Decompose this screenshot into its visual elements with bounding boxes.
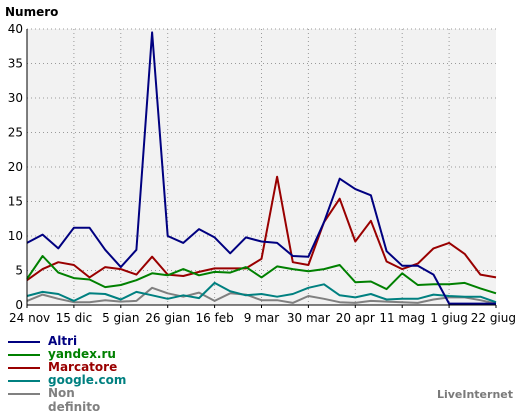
series-line (26, 281, 497, 304)
legend-label: Altri (48, 334, 78, 348)
x-tick-label: 30 mar (287, 311, 330, 325)
plot-area (27, 29, 496, 305)
y-tick-label: 15 (8, 195, 23, 209)
series-line (26, 255, 497, 295)
branding-label: LiveInternet (436, 388, 513, 401)
x-tick-label: 1 giug (430, 311, 468, 325)
legend-swatch (8, 341, 40, 343)
y-tick-label: 5 (15, 264, 23, 278)
chart: 0 5 10 15 20 25 30 35 40 24 nov 15 dic 5 gian 26 gia… (5, 5, 516, 325)
series-line (26, 31, 496, 305)
x-tick-label: 20 apr (336, 311, 375, 325)
y-tick-label: 25 (8, 126, 23, 140)
y-tick-label: 0 (15, 298, 23, 312)
legend-label: google.com (48, 373, 127, 387)
x-tick-label: 16 feb (195, 311, 233, 325)
y-axis-title: Numero (5, 5, 58, 19)
y-tick-label: 20 (8, 160, 23, 174)
legend-label: Non definito (48, 386, 101, 414)
series-line (26, 175, 497, 282)
y-tick-label: 30 (8, 91, 23, 105)
legend-label: Marcatore (48, 360, 118, 374)
x-tick-label: 22 giug (471, 311, 516, 325)
legend-swatch (8, 354, 40, 356)
legend-label: yandex.ru (48, 347, 116, 361)
x-tick-label: 26 gian (145, 311, 190, 325)
chart-svg: 0 5 10 15 20 25 30 35 40 24 nov 15 dic 5 gian 26 gia… (5, 5, 516, 325)
legend-swatch (8, 367, 40, 369)
series-line (26, 286, 497, 305)
x-tick-label: 11 mag (379, 311, 425, 325)
x-tick-label: 9 mar (244, 311, 279, 325)
y-tick-label: 35 (8, 57, 23, 71)
legend-swatch (8, 380, 40, 382)
legend-swatch (8, 393, 40, 395)
x-tick-label: 15 dic (56, 311, 93, 325)
y-tick-label: 10 (8, 229, 23, 243)
x-tick-label: 5 gian (102, 311, 139, 325)
y-tick-label: 40 (8, 22, 23, 36)
x-tick-label: 24 nov (9, 311, 50, 325)
